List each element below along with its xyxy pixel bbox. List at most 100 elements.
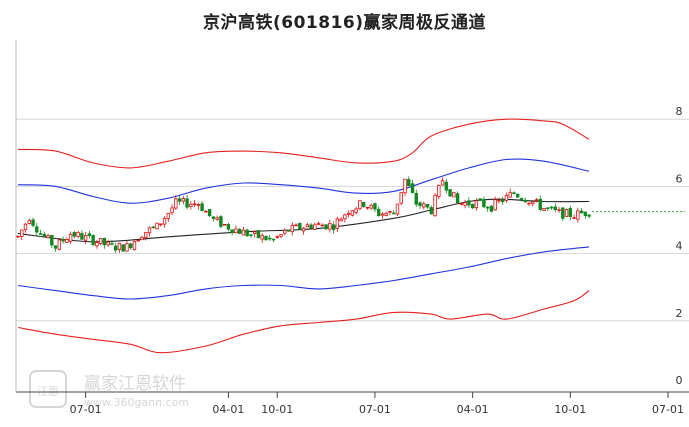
candlestick (516, 193, 520, 198)
candle-body (87, 233, 92, 237)
candlestick (230, 229, 234, 236)
candle-body (121, 244, 125, 252)
candlestick (204, 210, 208, 213)
candle-body (440, 180, 445, 186)
candle-body (422, 203, 426, 208)
candle-body (346, 212, 351, 215)
candlestick (286, 229, 291, 232)
candlestick (369, 203, 373, 211)
candlestick (343, 213, 347, 223)
candlestick (564, 208, 569, 217)
candlestick (140, 235, 144, 241)
candlestick (144, 232, 148, 241)
candlestick (568, 205, 573, 221)
candle-body (207, 209, 212, 217)
candlestick (31, 217, 35, 228)
candlestick (271, 238, 276, 243)
candle-body (260, 235, 264, 240)
candle-body (388, 211, 392, 213)
candlestick (185, 194, 189, 210)
candle-body (324, 224, 328, 230)
candlestick (493, 196, 497, 211)
candle-body (241, 229, 246, 236)
candlestick (512, 191, 516, 195)
candlestick (159, 223, 163, 227)
candle-body (83, 235, 88, 241)
candlestick (546, 207, 550, 212)
candlestick (414, 189, 418, 208)
candle-body (343, 214, 347, 220)
candle-body (50, 235, 54, 246)
candlestick (392, 210, 396, 215)
candle-body (219, 216, 223, 227)
candlestick (38, 229, 43, 235)
candle-body (328, 223, 332, 230)
candlestick (463, 199, 467, 209)
x-tick-label: 04-01 (212, 403, 244, 416)
candle-body (147, 227, 152, 234)
candlestick (16, 235, 20, 238)
candlestick (388, 210, 392, 216)
candle-body (335, 218, 340, 229)
watermark: 江恩 赢家江恩软件 www.360gann.com (29, 370, 189, 409)
candlestick (196, 202, 201, 210)
upper-outer-channel-line (17, 118, 590, 169)
candle-body (256, 230, 261, 239)
candle-body (380, 213, 385, 216)
candle-body (72, 232, 77, 237)
candle-body (113, 245, 118, 251)
candle-body (80, 233, 84, 240)
candlestick (57, 238, 62, 251)
candlestick (583, 211, 588, 219)
candlestick (361, 201, 366, 208)
candlestick (346, 210, 351, 218)
candlestick (418, 201, 422, 209)
candle-body (403, 178, 407, 194)
candle-body (106, 241, 110, 246)
candle-body (493, 199, 497, 211)
candlestick (241, 226, 246, 236)
candle-body (189, 203, 193, 207)
candlestick (489, 204, 494, 213)
y-tick-label: 4 (676, 240, 683, 253)
candlestick (189, 201, 193, 210)
candle-body (234, 228, 238, 234)
candlestick (410, 179, 415, 194)
candlestick (72, 230, 77, 239)
candle-body (192, 203, 197, 205)
candle-body (125, 243, 129, 252)
candlestick (181, 196, 186, 205)
candlestick (102, 237, 107, 249)
candle-body (373, 203, 377, 210)
candle-body (166, 212, 170, 219)
candle-body (568, 208, 573, 218)
candlestick (500, 196, 505, 205)
candle-body (410, 183, 415, 193)
candle-body (452, 192, 456, 198)
candlestick (542, 208, 546, 211)
candle-body (102, 237, 107, 246)
candle-body (504, 194, 509, 201)
candle-body (523, 199, 527, 203)
candle-layer (16, 176, 591, 253)
candlestick (245, 228, 249, 237)
candlestick (155, 222, 159, 230)
candlestick (482, 196, 486, 209)
candlestick (557, 206, 561, 213)
candle-body (467, 200, 471, 206)
candle-body (546, 207, 550, 210)
candlestick (132, 240, 137, 251)
candle-body (46, 235, 50, 239)
candlestick (527, 202, 531, 206)
candlestick (129, 242, 133, 250)
candle-body (429, 207, 433, 215)
candlestick (294, 223, 298, 227)
candlestick (207, 209, 212, 218)
candle-body (482, 199, 486, 208)
candlestick (358, 200, 362, 211)
candle-body (20, 229, 24, 237)
x-tick-label: 10-01 (261, 403, 293, 416)
candle-body (237, 229, 242, 234)
candlestick (474, 198, 479, 211)
candlestick (561, 207, 565, 221)
